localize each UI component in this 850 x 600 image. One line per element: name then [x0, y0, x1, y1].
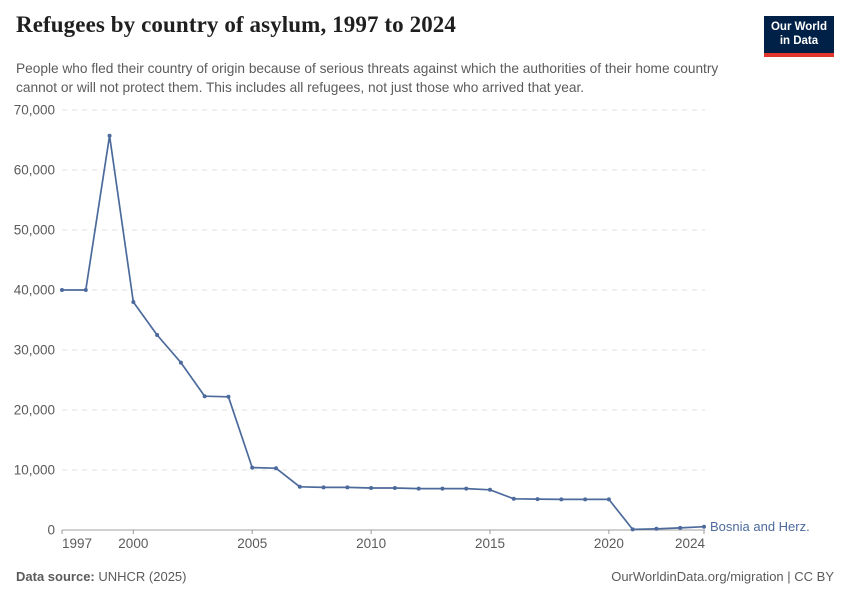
data-point[interactable]	[416, 486, 421, 491]
credit-link[interactable]: OurWorldinData.org/migration | CC BY	[611, 569, 834, 584]
data-point[interactable]	[654, 526, 659, 531]
data-source: Data source: UNHCR (2025)	[16, 569, 187, 584]
x-tick-label: 2015	[475, 536, 505, 551]
data-point[interactable]	[274, 466, 278, 471]
y-tick-label: 30,000	[14, 343, 55, 358]
y-tick-label: 50,000	[14, 223, 55, 238]
x-tick-label: 1997	[62, 536, 92, 551]
data-point[interactable]	[488, 487, 492, 492]
line-chart: 0 10,000 20,000 30,000 40,000 50,000 60,000 70,…	[14, 103, 706, 551]
owid-logo-line1: Our World	[770, 21, 827, 33]
data-point[interactable]	[83, 288, 88, 292]
chart-footer: Data source: UNHCR (2025) OurWorldinData…	[16, 569, 834, 584]
data-point[interactable]	[535, 497, 540, 502]
data-point[interactable]	[321, 485, 326, 490]
data-point[interactable]	[678, 525, 683, 530]
data-point[interactable]	[178, 360, 183, 365]
y-tick-label: 70,000	[14, 103, 55, 118]
y-tick-label: 0	[47, 523, 55, 538]
data-point[interactable]	[297, 484, 302, 489]
series-label-bosnia[interactable]: Bosnia and Herz.	[710, 518, 810, 534]
data-point[interactable]	[369, 486, 374, 490]
owid-logo[interactable]: Our World in Data	[763, 16, 834, 57]
data-point[interactable]	[511, 496, 516, 501]
y-tick-label: 60,000	[14, 163, 55, 178]
data-point[interactable]	[606, 497, 611, 502]
data-point[interactable]	[250, 465, 255, 470]
x-tick-label: 2010	[356, 536, 386, 551]
data-point[interactable]	[440, 486, 445, 491]
data-point[interactable]	[107, 133, 112, 138]
data-source-label: Data source:	[16, 569, 95, 584]
x-tick-label: 2024	[675, 536, 706, 551]
data-point[interactable]	[583, 497, 588, 502]
data-point[interactable]	[559, 497, 564, 502]
y-tick-label: 10,000	[14, 463, 55, 478]
data-point[interactable]	[226, 394, 231, 399]
data-point[interactable]	[702, 524, 706, 529]
data-source-value: UNHCR (2025)	[94, 569, 187, 584]
data-point[interactable]	[155, 333, 160, 337]
data-point[interactable]	[392, 486, 397, 490]
x-tick-label: 2020	[594, 536, 624, 551]
data-point[interactable]	[202, 394, 207, 399]
owid-logo-line2: in Data	[779, 35, 819, 48]
page-title: Refugees by country of asylum, 1997 to 2…	[16, 12, 456, 37]
series-line-bosnia[interactable]	[61, 134, 705, 531]
data-point[interactable]	[131, 300, 136, 304]
data-point[interactable]	[345, 485, 350, 490]
x-tick-label: 2000	[118, 536, 148, 551]
x-tick-label: 2005	[237, 536, 267, 551]
data-point[interactable]	[60, 288, 64, 292]
chart-subtitle: People who fled their country of origin …	[16, 61, 719, 96]
data-point[interactable]	[630, 527, 635, 532]
data-point[interactable]	[464, 486, 469, 491]
y-tick-label: 40,000	[14, 283, 55, 298]
y-tick-label: 20,000	[14, 403, 55, 418]
